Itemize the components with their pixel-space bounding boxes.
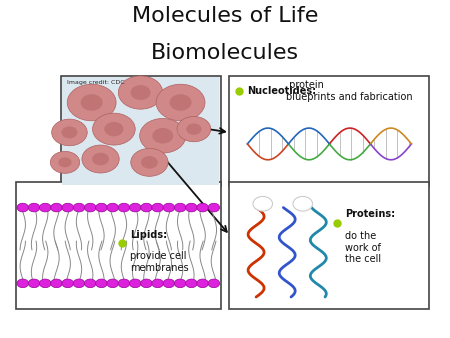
- Circle shape: [87, 149, 113, 169]
- Text: Proteins:: Proteins:: [346, 210, 396, 219]
- Text: do the
work of
the cell: do the work of the cell: [346, 219, 382, 264]
- FancyBboxPatch shape: [62, 77, 219, 185]
- Circle shape: [40, 279, 51, 288]
- Text: protein
blueprints and fabrication: protein blueprints and fabrication: [286, 80, 413, 102]
- Circle shape: [85, 203, 96, 212]
- Circle shape: [75, 90, 109, 115]
- Circle shape: [57, 123, 82, 142]
- Circle shape: [99, 118, 129, 140]
- Circle shape: [130, 85, 151, 100]
- Circle shape: [28, 279, 40, 288]
- Text: provide cell
membranes: provide cell membranes: [130, 240, 189, 273]
- Circle shape: [62, 126, 77, 139]
- FancyBboxPatch shape: [230, 76, 429, 186]
- Circle shape: [197, 279, 208, 288]
- Circle shape: [17, 279, 28, 288]
- Circle shape: [141, 156, 158, 169]
- Circle shape: [67, 84, 116, 121]
- Circle shape: [170, 94, 192, 111]
- Circle shape: [118, 203, 130, 212]
- Circle shape: [130, 279, 141, 288]
- Circle shape: [174, 279, 186, 288]
- Circle shape: [185, 279, 197, 288]
- Circle shape: [253, 196, 273, 211]
- Circle shape: [208, 203, 220, 212]
- Text: Image credit: CDC: Image credit: CDC: [67, 80, 125, 85]
- Circle shape: [130, 203, 141, 212]
- Circle shape: [58, 158, 72, 167]
- Circle shape: [163, 90, 198, 115]
- FancyBboxPatch shape: [16, 182, 220, 309]
- Circle shape: [131, 148, 168, 176]
- Circle shape: [104, 122, 123, 136]
- Circle shape: [51, 279, 62, 288]
- FancyBboxPatch shape: [230, 182, 429, 309]
- Circle shape: [163, 279, 175, 288]
- Circle shape: [96, 203, 107, 212]
- Circle shape: [118, 76, 163, 109]
- Circle shape: [140, 118, 186, 153]
- Circle shape: [55, 155, 75, 170]
- Circle shape: [141, 279, 152, 288]
- Circle shape: [136, 152, 162, 172]
- Circle shape: [197, 203, 208, 212]
- Circle shape: [125, 81, 156, 104]
- Circle shape: [107, 279, 118, 288]
- Circle shape: [208, 279, 220, 288]
- Circle shape: [96, 279, 107, 288]
- Circle shape: [28, 203, 40, 212]
- Circle shape: [182, 120, 206, 138]
- Circle shape: [174, 203, 186, 212]
- Circle shape: [73, 203, 85, 212]
- Circle shape: [186, 123, 202, 135]
- FancyBboxPatch shape: [61, 76, 220, 186]
- Circle shape: [92, 153, 109, 165]
- Circle shape: [81, 94, 103, 111]
- Circle shape: [156, 84, 205, 121]
- Circle shape: [293, 196, 313, 211]
- Text: Lipids:: Lipids:: [130, 230, 167, 240]
- Circle shape: [152, 203, 163, 212]
- Circle shape: [177, 117, 211, 142]
- Text: Molecules of Life: Molecules of Life: [132, 6, 318, 26]
- Circle shape: [147, 124, 179, 148]
- Circle shape: [51, 203, 62, 212]
- Circle shape: [141, 203, 152, 212]
- Circle shape: [185, 203, 197, 212]
- Circle shape: [50, 151, 80, 173]
- Circle shape: [153, 128, 173, 144]
- Circle shape: [62, 203, 73, 212]
- Circle shape: [85, 279, 96, 288]
- Circle shape: [82, 145, 119, 173]
- Circle shape: [118, 279, 130, 288]
- Circle shape: [40, 203, 51, 212]
- Text: Biomolecules: Biomolecules: [151, 43, 299, 63]
- Circle shape: [73, 279, 85, 288]
- Circle shape: [62, 279, 73, 288]
- Circle shape: [93, 113, 135, 145]
- Text: Nucleotides:: Nucleotides:: [247, 86, 316, 96]
- Circle shape: [163, 203, 175, 212]
- Circle shape: [152, 279, 163, 288]
- Circle shape: [52, 119, 87, 146]
- Circle shape: [107, 203, 118, 212]
- Circle shape: [17, 203, 28, 212]
